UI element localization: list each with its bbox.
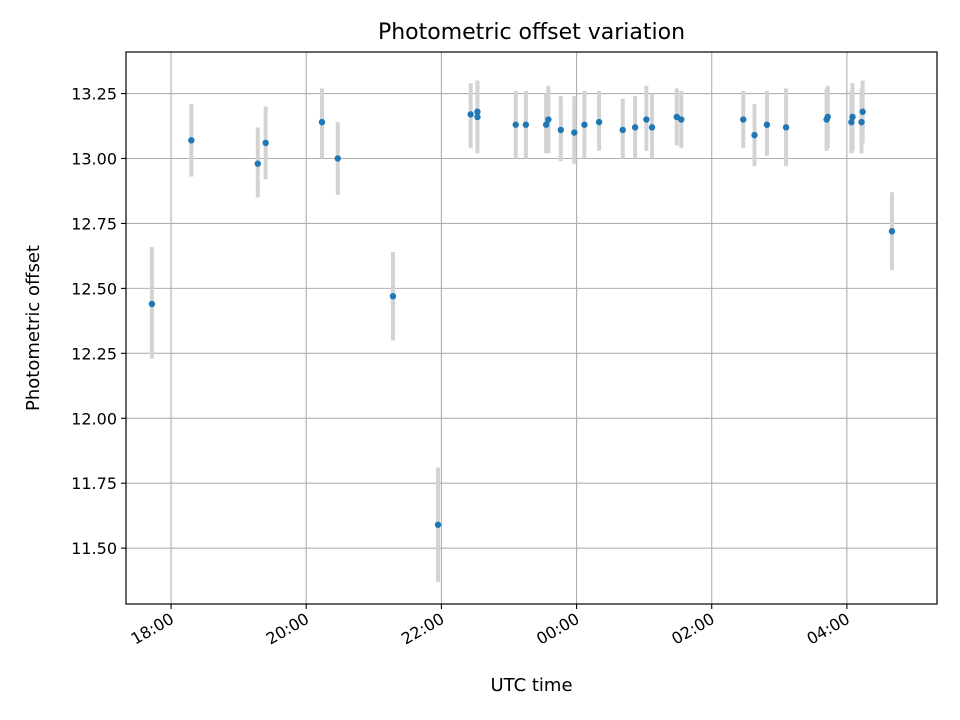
data-point [859,108,866,115]
y-tick-label: 11.50 [71,539,117,558]
grid-lines [126,52,937,604]
y-tick-label: 12.25 [71,344,117,363]
plot-frame [125,51,938,605]
y-tick-label: 11.75 [71,474,117,493]
data-point [318,118,326,126]
data-point [188,137,195,144]
data-point [782,124,790,131]
data-point [522,121,530,128]
data-point [643,116,650,123]
y-axis-label: Photometric offset [23,245,44,411]
data-point [595,118,603,126]
chart-title: Photometric offset variation [378,20,685,45]
data-point [763,121,771,128]
y-tick-label: 13.00 [71,150,117,169]
x-axis-label: UTC time [490,675,572,696]
data-point [467,111,474,118]
data-point [148,300,156,308]
data-point [474,113,481,121]
data-point [740,116,747,123]
data-point [571,129,578,136]
data-point [631,124,639,131]
data-point [849,113,856,121]
data-point [512,121,519,128]
data-point [619,126,626,134]
data-point [557,126,564,134]
data-point [262,139,269,147]
data-point [254,160,261,167]
data-point [545,116,552,123]
data-points [148,108,896,528]
data-point [848,118,855,126]
data-point [751,131,758,139]
y-tick-label: 13.25 [71,85,117,104]
y-tick-label: 12.50 [71,279,117,298]
y-tick-label: 12.00 [71,409,117,428]
y-tick-label: 12.75 [71,214,117,233]
data-point [474,108,481,115]
data-point [824,113,831,121]
data-point [334,155,341,162]
data-point [581,121,588,128]
data-point [648,124,656,131]
data-point [434,521,442,528]
data-point [389,292,397,300]
data-point [542,121,550,128]
data-point [678,116,685,123]
data-point [888,228,896,235]
data-point [858,118,865,126]
